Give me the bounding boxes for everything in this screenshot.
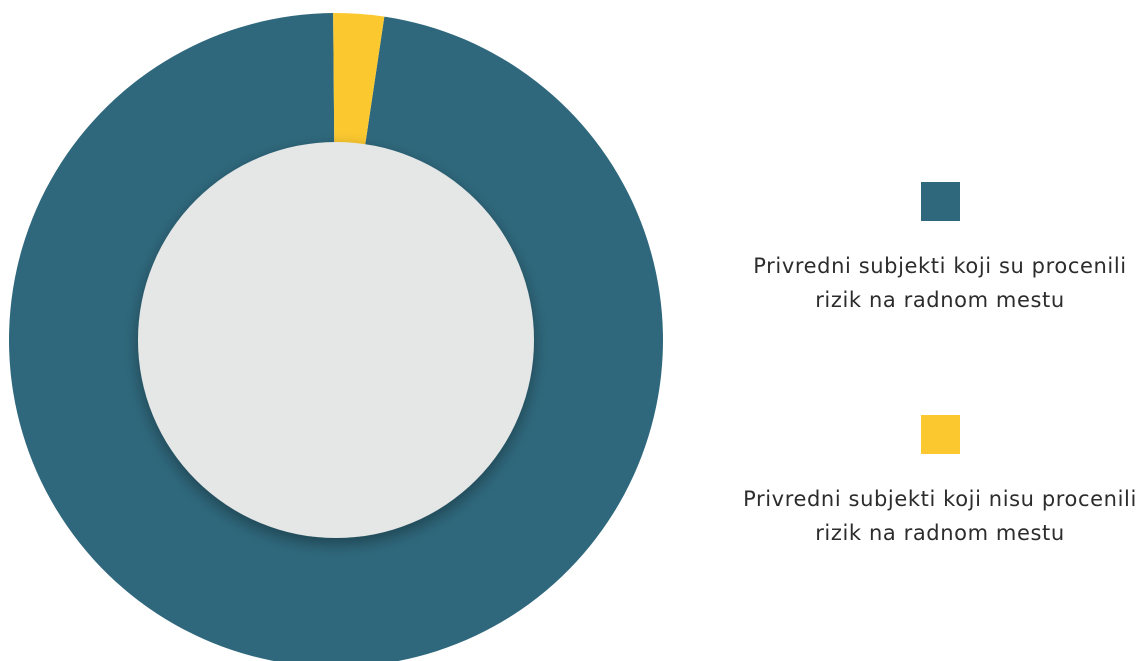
legend-label-not-assessed: Privredni subjekti koji nisu procenili r…	[743, 487, 1137, 545]
donut-chart	[9, 12, 663, 661]
slice-assessed	[9, 13, 663, 661]
legend: Privredni subjekti koji su procenili riz…	[720, 0, 1148, 661]
donut-center	[138, 142, 534, 538]
legend-swatch-not-assessed	[920, 415, 960, 454]
legend-label-assessed: Privredni subjekti koji su procenili riz…	[753, 254, 1127, 312]
legend-swatch-assessed	[920, 182, 960, 221]
legend-item-not-assessed: Privredni subjekti koji nisu procenili r…	[720, 415, 1148, 550]
legend-item-assessed: Privredni subjekti koji su procenili riz…	[720, 182, 1148, 317]
